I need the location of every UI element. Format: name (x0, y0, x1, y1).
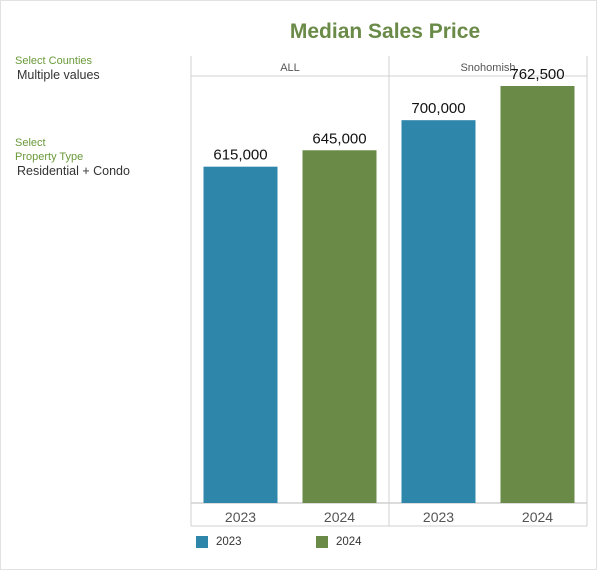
data-label: 645,000 (312, 130, 366, 147)
x-tick-label: 2024 (324, 509, 355, 525)
legend-item-2023[interactable]: 2023 (196, 535, 242, 549)
chart-title: Median Sales Price (289, 20, 481, 43)
panel-header-label: Snohomish (460, 62, 515, 74)
x-tick-label: 2023 (225, 509, 256, 525)
data-label: 615,000 (213, 147, 267, 164)
data-label: 762,500 (510, 66, 564, 83)
bar-2024-all (302, 150, 377, 503)
x-tick-label: 2023 (423, 509, 454, 525)
bar-2024-snohomish (500, 86, 575, 503)
legend-item-2024[interactable]: 2024 (316, 535, 362, 549)
bar-2023-all (203, 166, 278, 503)
property-type-filter-value[interactable]: Residential + Condo (17, 164, 130, 178)
legend-label-2024: 2024 (336, 536, 362, 548)
legend-label-2023: 2023 (216, 536, 242, 548)
data-label: 700,000 (411, 100, 465, 117)
property-type-label-line1: Select (15, 137, 46, 149)
x-tick-label: 2024 (522, 509, 553, 525)
legend-swatch-2024 (316, 536, 328, 548)
bar-2023-snohomish (401, 120, 476, 503)
panel-header-label: ALL (280, 62, 300, 74)
property-type-label-line2: Property Type (15, 151, 84, 163)
counties-filter-value[interactable]: Multiple values (17, 68, 100, 82)
counties-filter-label: Select Counties (15, 55, 93, 67)
legend-swatch-2023 (196, 536, 208, 548)
